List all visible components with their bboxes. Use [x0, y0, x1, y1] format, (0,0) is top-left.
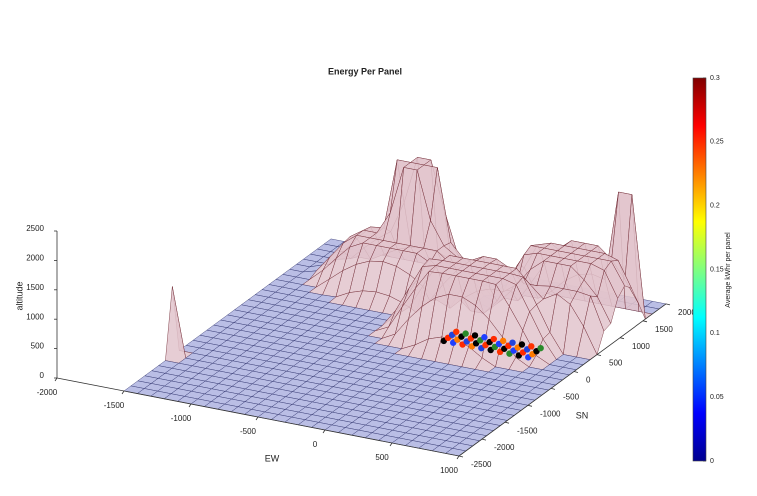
- z-tick-label: 2000: [26, 254, 44, 263]
- panel-marker: [471, 332, 479, 339]
- x-tick-label: -2000: [37, 388, 58, 397]
- panel-marker: [481, 334, 488, 341]
- y-tick-label: 1500: [655, 325, 673, 334]
- y-axis-label: SN: [576, 410, 589, 420]
- panel-marker: [490, 335, 497, 343]
- y-tick: [504, 421, 510, 424]
- y-tick: [458, 455, 464, 458]
- x-tick: [188, 403, 192, 408]
- x-tick-label: 1000: [440, 466, 458, 475]
- x-tick: [322, 429, 326, 434]
- colorbar-label: Average kWhr per panel: [725, 232, 732, 308]
- z-axis-label: altitude: [14, 281, 24, 310]
- y-tick: [642, 320, 648, 323]
- y-tick: [550, 388, 556, 390]
- y-tick-label: -2500: [471, 460, 492, 469]
- z-tick-label: 1500: [26, 283, 44, 292]
- y-tick-label: 0: [586, 376, 591, 385]
- colorbar-tick-label: 0.05: [710, 394, 724, 401]
- z-tick-label: 2500: [26, 224, 44, 233]
- z-tick-label: 500: [31, 342, 45, 351]
- x-tick: [121, 390, 125, 395]
- x-tick: [54, 377, 58, 382]
- colorbar-tick-label: 0.1: [710, 330, 720, 337]
- y-tick: [481, 438, 487, 441]
- y-tick: [619, 337, 625, 340]
- y-tick-label: 500: [609, 359, 623, 368]
- y-tick-label: 2000: [678, 308, 696, 317]
- colorbar-tick-label: 0.25: [710, 139, 724, 146]
- y-tick: [573, 371, 579, 373]
- x-tick-label: -1500: [104, 401, 125, 410]
- x-axis-label: EW: [265, 453, 280, 463]
- y-tick: [665, 303, 671, 306]
- y-tick-label: -2000: [494, 443, 515, 452]
- surface-cell: [165, 286, 186, 364]
- x-tick-label: -500: [240, 427, 257, 436]
- y-tick-label: -500: [563, 393, 580, 402]
- y-tick: [527, 404, 533, 407]
- panel-marker: [509, 339, 516, 346]
- chart-title: Energy Per Panel: [328, 66, 402, 76]
- colorbar-tick-label: 0.2: [710, 203, 720, 210]
- surface: [123, 156, 667, 457]
- y-tick-label: -1000: [540, 409, 561, 418]
- colorbar-tick-label: 0.15: [710, 266, 724, 273]
- panel-marker: [537, 344, 544, 352]
- panel-marker: [462, 330, 469, 337]
- panel-marker: [528, 343, 535, 350]
- panel-marker: [518, 341, 526, 348]
- panel-marker: [453, 328, 460, 335]
- x-tick-label: 0: [313, 440, 318, 449]
- z-tick-label: 0: [40, 371, 45, 380]
- y-tick: [596, 354, 602, 356]
- x-tick-label: -1000: [171, 414, 192, 423]
- colorbar-tick-label: 0.3: [710, 75, 720, 82]
- x-tick: [456, 455, 460, 460]
- colorbar-tick-label: 0: [710, 458, 714, 465]
- panel-marker: [499, 337, 507, 345]
- z-tick-label: 1000: [26, 312, 44, 321]
- y-tick-label: -1500: [517, 426, 538, 435]
- x-tick-label: 500: [375, 453, 389, 462]
- x-tick: [389, 442, 393, 447]
- axes: -2000-1500-1000-50005001000-2500-2000-15…: [26, 77, 706, 475]
- y-tick-label: 1000: [632, 342, 650, 351]
- colorbar: [692, 77, 707, 462]
- y-axis: [458, 303, 667, 457]
- x-tick: [255, 416, 259, 421]
